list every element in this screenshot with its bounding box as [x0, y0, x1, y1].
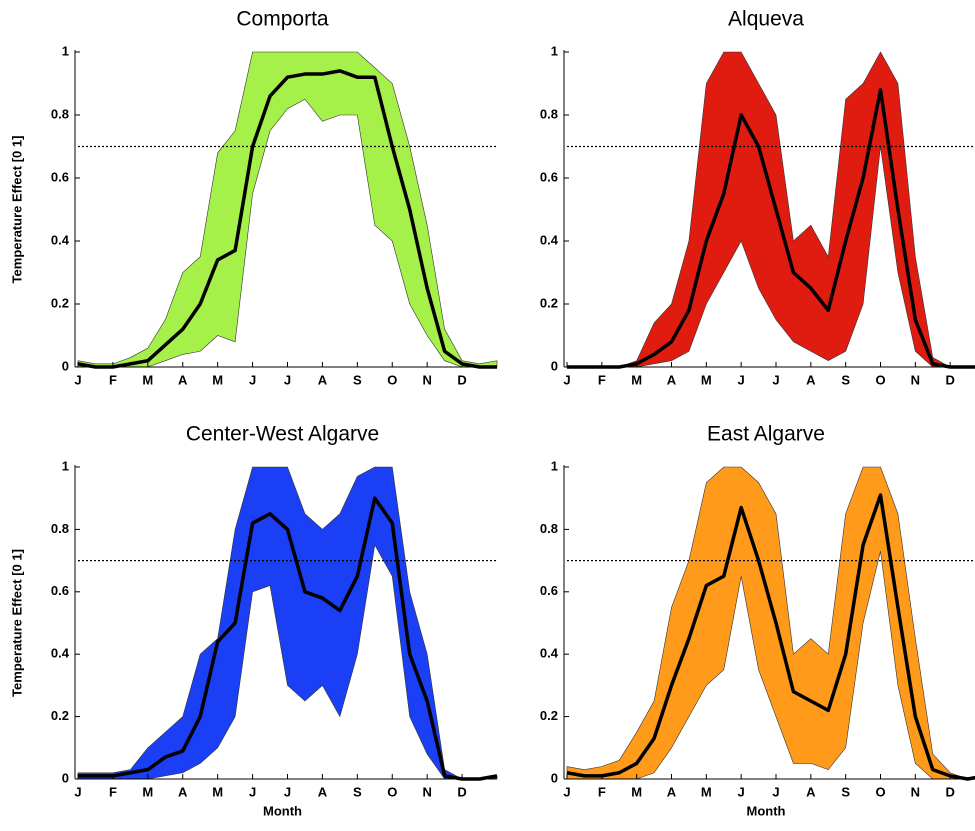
subplot-title: Center-West Algarve	[186, 423, 379, 446]
mean-line	[78, 496, 498, 781]
x-tick-label: F	[598, 784, 606, 799]
y-tick-label: 0.2	[51, 295, 69, 310]
x-tick-label: A	[806, 372, 816, 387]
y-tick-label: 0.6	[540, 169, 558, 184]
y-tick-label: 0.8	[540, 521, 558, 536]
x-tick-label: M	[142, 372, 153, 387]
x-tick-label: M	[631, 372, 642, 387]
y-axis-label: Temperature Effect [0 1]	[9, 549, 24, 697]
x-tick-label: F	[109, 372, 117, 387]
x-tick-label: M	[212, 372, 223, 387]
x-tick-label: N	[911, 372, 920, 387]
x-tick-label: A	[178, 784, 188, 799]
x-tick-label: J	[249, 784, 256, 799]
x-tick-label: A	[318, 372, 328, 387]
x-tick-label: M	[631, 784, 642, 799]
subplot: 0 0.2 0.4 0.6 0.8 1 J F M A M J J A S O N D Comporta Temper…	[9, 8, 498, 387]
x-tick-label: J	[74, 372, 81, 387]
y-tick-label: 0.2	[540, 295, 558, 310]
subplot-title: Comporta	[236, 8, 329, 31]
y-tick-label: 0.2	[51, 708, 69, 723]
y-tick-label: 0	[62, 358, 69, 373]
x-tick-label: M	[142, 784, 153, 799]
x-tick-label: A	[178, 372, 188, 387]
x-tick-label: J	[772, 372, 779, 387]
x-tick-label: J	[74, 784, 81, 799]
x-tick-label: A	[318, 784, 328, 799]
y-tick-label: 0.8	[540, 106, 558, 121]
x-tick-label: N	[422, 784, 431, 799]
x-tick-label: M	[212, 784, 223, 799]
y-tick-label: 0.4	[51, 232, 70, 247]
subplot-title: Alqueva	[728, 8, 804, 31]
subplot-title: East Algarve	[707, 423, 825, 446]
x-tick-label: D	[945, 784, 954, 799]
y-tick-label: 0.6	[540, 583, 558, 598]
x-tick-label: D	[457, 784, 466, 799]
subplot: 0 0.2 0.4 0.6 0.8 1 J F M A M J J A S O N D Center-West Al…	[9, 423, 498, 818]
x-tick-label: N	[911, 784, 920, 799]
mean-line	[77, 69, 497, 369]
y-tick-label: 1	[62, 458, 69, 473]
x-tick-label: A	[667, 372, 677, 387]
x-tick-label: S	[353, 784, 362, 799]
y-tick-label: 0.8	[51, 521, 69, 536]
y-axis-label: Temperature Effect [0 1]	[9, 136, 24, 284]
subplot: 0 0.2 0.4 0.6 0.8 1 J F M A M J J A S O N D Alqueva	[540, 8, 975, 387]
x-tick-label: J	[563, 372, 570, 387]
y-tick-label: 0	[62, 770, 69, 785]
x-tick-label: F	[109, 784, 117, 799]
y-tick-label: 0.6	[51, 169, 69, 184]
x-tick-label: O	[875, 372, 885, 387]
x-tick-label: D	[457, 372, 466, 387]
y-tick-label: 0.8	[51, 106, 69, 121]
x-tick-label: A	[806, 784, 816, 799]
x-tick-label: J	[563, 784, 570, 799]
x-tick-label: M	[701, 784, 712, 799]
x-axis-label: Month	[747, 803, 786, 818]
y-tick-label: 0	[551, 358, 558, 373]
y-tick-label: 0.4	[51, 646, 70, 661]
x-tick-label: J	[738, 784, 745, 799]
x-tick-label: J	[772, 784, 779, 799]
x-tick-label: A	[667, 784, 677, 799]
x-tick-label: J	[738, 372, 745, 387]
x-tick-label: N	[422, 372, 431, 387]
x-tick-label: J	[284, 372, 291, 387]
x-tick-label: S	[841, 372, 850, 387]
x-axis-label: Month	[263, 803, 302, 818]
x-tick-label: O	[875, 784, 885, 799]
x-tick-label: J	[249, 372, 256, 387]
y-tick-label: 0.2	[540, 708, 558, 723]
x-tick-label: M	[701, 372, 712, 387]
x-tick-label: O	[387, 372, 397, 387]
x-tick-label: F	[598, 372, 606, 387]
x-tick-label: D	[945, 372, 954, 387]
x-tick-label: S	[841, 784, 850, 799]
x-tick-label: J	[284, 784, 291, 799]
x-tick-label: S	[353, 372, 362, 387]
y-tick-label: 1	[551, 458, 558, 473]
mean-line	[566, 493, 975, 781]
subplot: 0 0.2 0.4 0.6 0.8 1 J F M A M J J A S O N D East Algarve Mo…	[540, 423, 975, 818]
y-tick-label: 0.4	[540, 646, 559, 661]
y-tick-label: 0	[551, 770, 558, 785]
x-tick-label: O	[387, 784, 397, 799]
y-tick-label: 0.4	[540, 232, 559, 247]
y-tick-label: 1	[551, 43, 558, 58]
y-tick-label: 0.6	[51, 583, 69, 598]
band	[566, 466, 975, 780]
y-tick-label: 1	[62, 43, 69, 58]
